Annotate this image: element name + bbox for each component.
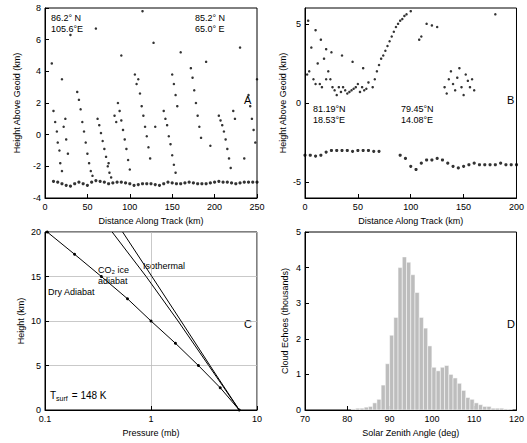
svg-text:Distance Along Track (km): Distance Along Track (km)	[98, 216, 203, 226]
svg-text:D: D	[507, 318, 515, 330]
svg-text:105.6°E: 105.6°E	[51, 24, 83, 34]
svg-text:18.53°E: 18.53°E	[313, 115, 345, 125]
svg-text:80: 80	[342, 414, 352, 424]
svg-text:200: 200	[207, 202, 222, 212]
svg-text:Pressure (mb): Pressure (mb)	[122, 428, 179, 438]
svg-text:85.2° N: 85.2° N	[195, 13, 225, 23]
svg-text:0.1: 0.1	[39, 414, 52, 424]
svg-text:150: 150	[165, 202, 180, 212]
svg-text:6: 6	[36, 35, 41, 45]
svg-text:Solar Zenith Angle (deg): Solar Zenith Angle (deg)	[362, 428, 459, 438]
svg-text:0: 0	[42, 202, 47, 212]
svg-text:-2: -2	[33, 161, 41, 171]
svg-text:14.08°E: 14.08°E	[401, 115, 433, 125]
svg-text:79.45°N: 79.45°N	[401, 104, 434, 114]
svg-text:100: 100	[122, 202, 137, 212]
svg-text:8: 8	[36, 3, 41, 13]
svg-text:4: 4	[36, 66, 41, 76]
svg-text:-4: -4	[33, 193, 41, 203]
svg-text:Isothermal: Isothermal	[143, 261, 185, 271]
svg-text:Height (km): Height (km)	[16, 298, 26, 345]
svg-text:T: T	[50, 389, 57, 401]
svg-text:3: 3	[296, 298, 301, 308]
svg-text:110: 110	[467, 414, 481, 424]
svg-text:15: 15	[31, 272, 41, 282]
svg-text:5: 5	[296, 227, 301, 237]
svg-text:50: 50	[82, 202, 92, 212]
svg-text:86.2° N: 86.2° N	[51, 13, 81, 23]
svg-text:120: 120	[509, 414, 524, 424]
svg-text:81.19°N: 81.19°N	[313, 104, 346, 114]
svg-text:90: 90	[385, 414, 395, 424]
svg-text:100: 100	[403, 202, 418, 212]
svg-text:70: 70	[300, 414, 310, 424]
svg-text:1: 1	[296, 369, 301, 379]
svg-text:0: 0	[302, 202, 307, 212]
svg-text:10: 10	[31, 316, 41, 326]
svg-text:100: 100	[424, 414, 439, 424]
svg-text:1: 1	[148, 414, 153, 424]
svg-text:0: 0	[36, 130, 41, 140]
svg-text:2: 2	[36, 98, 41, 108]
svg-text:0: 0	[296, 98, 301, 108]
svg-text:A: A	[244, 94, 252, 106]
svg-text:2: 2	[296, 334, 301, 344]
svg-text:200: 200	[509, 202, 524, 212]
svg-text:0: 0	[36, 405, 41, 415]
svg-text:B: B	[507, 94, 514, 106]
svg-text:Dry Adiabat: Dry Adiabat	[48, 287, 95, 297]
svg-text:50: 50	[353, 202, 363, 212]
svg-text:-5: -5	[293, 177, 301, 187]
svg-text:Height Above Geoid (km): Height Above Geoid (km)	[12, 53, 22, 154]
svg-text:surf: surf	[56, 395, 68, 402]
svg-text:Height Above Geoid (km): Height Above Geoid (km)	[278, 53, 288, 154]
svg-text:= 148 K: = 148 K	[69, 390, 107, 401]
svg-text:4: 4	[296, 263, 301, 273]
svg-text:CO₂ ice: CO₂ ice	[98, 265, 129, 275]
svg-text:adiabat: adiabat	[98, 276, 128, 286]
svg-text:5: 5	[296, 19, 301, 29]
svg-text:Cloud Echoes (thousands): Cloud Echoes (thousands)	[280, 268, 290, 374]
svg-text:5: 5	[36, 361, 41, 371]
svg-text:150: 150	[456, 202, 471, 212]
svg-text:Distance Along Track (km): Distance Along Track (km)	[358, 216, 463, 226]
svg-text:C: C	[244, 318, 252, 330]
svg-text:0: 0	[296, 405, 301, 415]
svg-text:20: 20	[31, 227, 41, 237]
svg-text:10: 10	[252, 414, 262, 424]
svg-text:250: 250	[249, 202, 264, 212]
svg-text:65.0° E: 65.0° E	[195, 24, 225, 34]
